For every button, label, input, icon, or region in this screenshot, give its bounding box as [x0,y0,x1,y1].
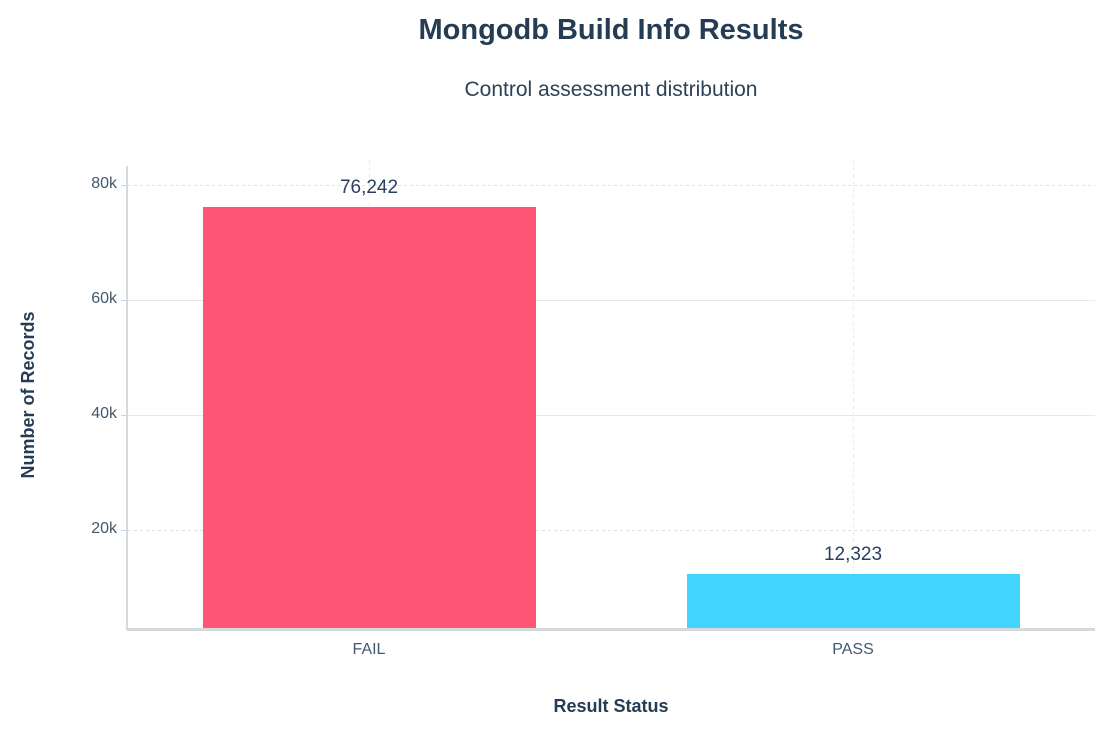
chart-subtitle: Control assessment distribution [464,78,758,101]
y-tick-label-60k: 60k [91,290,117,307]
y-tick-mark-80k [121,185,127,186]
plot-area: 76,242 12,323 [127,160,1095,630]
y-axis-line [126,166,128,630]
bar-pass [686,574,1020,630]
y-gridline-40k [128,415,1095,416]
bar-value-label-fail: 76,242 [339,176,399,198]
x-category-label-fail: FAIL [352,641,386,658]
bar-value-label-pass: 12,323 [823,544,883,566]
y-tick-label-80k: 80k [91,175,117,192]
y-tick-label-40k: 40k [91,405,117,422]
x-category-label-pass: PASS [832,641,874,658]
x-gridline-pass [852,160,854,630]
x-axis-title: Result Status [553,696,669,716]
bar-fail [202,206,536,630]
y-gridline-20k [128,530,1095,531]
x-axis-line [127,628,1095,631]
y-gridline-60k [128,300,1095,301]
chart-title: Mongodb Build Info Results [418,14,804,46]
y-tick-mark-20k [121,530,127,531]
y-tick-label-20k: 20k [91,520,117,537]
y-tick-mark-40k [121,415,127,416]
y-gridline-80k [128,185,1095,186]
y-tick-mark-60k [121,300,127,301]
